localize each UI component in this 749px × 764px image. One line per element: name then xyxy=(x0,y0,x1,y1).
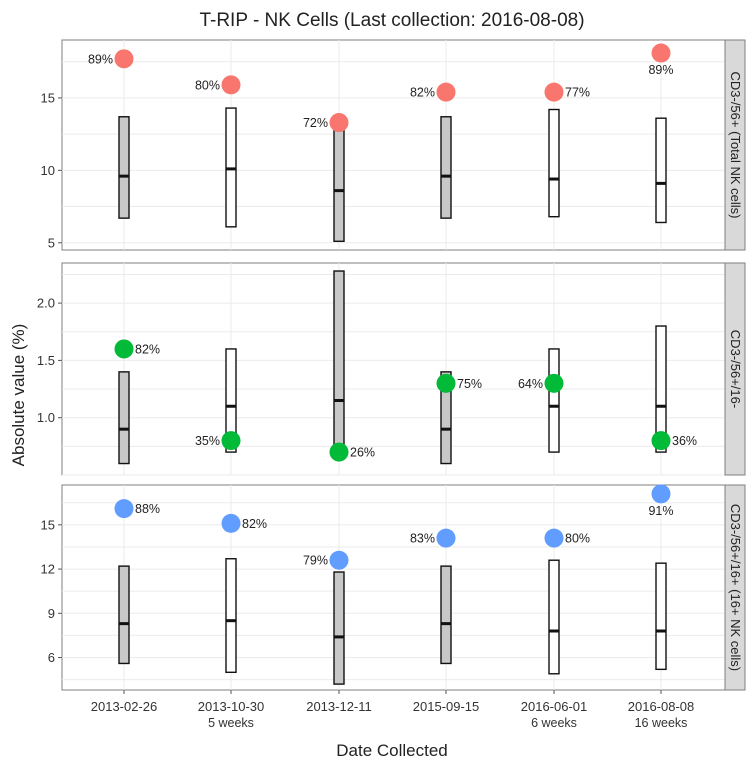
box xyxy=(440,116,452,219)
facet-strip xyxy=(724,484,746,691)
y-tick-label: 9 xyxy=(48,606,55,621)
y-axis-label: Absolute value (%) xyxy=(9,324,28,467)
percentile-label: 26% xyxy=(350,446,375,460)
box xyxy=(333,571,345,685)
x-tick-sublabel: 6 weeks xyxy=(531,716,577,730)
percentile-label: 83% xyxy=(410,532,435,546)
data-point xyxy=(651,43,671,63)
data-point xyxy=(436,82,456,102)
box xyxy=(548,348,560,453)
x-tick-label: 2016-08-08 xyxy=(628,699,695,714)
percentile-label: 79% xyxy=(303,554,328,568)
data-point xyxy=(221,513,241,533)
percentile-label: 35% xyxy=(195,434,220,448)
y-tick-label: 1.0 xyxy=(37,410,55,425)
y-tick-label: 1.5 xyxy=(37,353,55,368)
percentile-label: 77% xyxy=(565,86,590,100)
chart-title: T-RIP - NK Cells (Last collection: 2016-… xyxy=(199,10,584,31)
data-point xyxy=(436,528,456,548)
box xyxy=(655,117,667,224)
box xyxy=(548,108,560,218)
facet-strip-label: CD3-/56+/16+ (16+ NK cells) xyxy=(728,504,743,671)
y-tick-label: 10 xyxy=(41,163,55,178)
panel-3: 6 9 12 15 88% 82% 79% 83% 80% 91% CD3-/56+/16+ (16… xyxy=(41,484,746,691)
data-point xyxy=(436,373,456,393)
percentile-label: 80% xyxy=(195,78,220,92)
percentile-label: 88% xyxy=(135,502,160,516)
data-point xyxy=(114,339,134,359)
box xyxy=(225,348,237,453)
panel-background xyxy=(61,262,726,476)
panel-background xyxy=(61,39,726,251)
y-tick-label: 2.0 xyxy=(37,296,55,311)
y-tick-label: 12 xyxy=(41,562,55,577)
box xyxy=(225,558,237,674)
box xyxy=(333,121,345,243)
y-tick-label: 15 xyxy=(41,517,55,532)
panel-background xyxy=(61,484,726,691)
box xyxy=(333,270,345,453)
data-point xyxy=(221,75,241,95)
panel-2: 1.0 1.5 2.0 82% 35% 26% 75% 64% 36% CD3-/56+/16- xyxy=(37,262,746,476)
x-tick-label: 2015-09-15 xyxy=(413,699,480,714)
data-point xyxy=(329,550,349,570)
x-tick-label: 2016-06-01 xyxy=(521,699,588,714)
percentile-label: 89% xyxy=(648,63,673,77)
data-point xyxy=(651,431,671,451)
y-tick-label: 15 xyxy=(41,90,55,105)
box xyxy=(440,565,452,665)
facet-strip xyxy=(724,262,746,476)
box xyxy=(440,371,452,465)
percentile-label: 82% xyxy=(135,342,160,356)
panel-1: 5 10 15 89% 80% 72% 82% 77% 89% CD3-/56+ (Total N… xyxy=(41,39,746,251)
box xyxy=(118,116,130,219)
data-point xyxy=(329,113,349,133)
percentile-label: 36% xyxy=(672,434,697,448)
data-point xyxy=(544,528,564,548)
x-tick-label: 2013-10-30 xyxy=(198,699,265,714)
data-point xyxy=(329,442,349,462)
data-point xyxy=(651,484,671,504)
data-point xyxy=(544,373,564,393)
facet-strip-label: CD3-/56+ (Total NK cells) xyxy=(728,71,743,218)
percentile-label: 75% xyxy=(457,377,482,391)
x-tick-label: 2013-02-26 xyxy=(91,699,158,714)
y-tick-label: 6 xyxy=(48,650,55,665)
percentile-label: 89% xyxy=(88,52,113,66)
data-point xyxy=(544,82,564,102)
box xyxy=(118,565,130,665)
box xyxy=(548,559,560,675)
x-axis: 2013-02-26 2013-10-30 5 weeks 2013-12-11 201… xyxy=(91,690,695,730)
percentile-label: 72% xyxy=(303,116,328,130)
x-tick-sublabel: 16 weeks xyxy=(635,716,688,730)
data-point xyxy=(114,499,134,519)
box xyxy=(655,325,667,453)
percentile-label: 80% xyxy=(565,532,590,546)
percentile-label: 91% xyxy=(648,504,673,518)
facet-strip-label: CD3-/56+/16- xyxy=(728,330,743,408)
percentile-label: 82% xyxy=(242,517,267,531)
facet-panels: 5 10 15 89% 80% 72% 82% 77% 89% CD3-/56+ (Total N… xyxy=(37,39,746,691)
percentile-label: 82% xyxy=(410,86,435,100)
facet-strip xyxy=(724,39,746,251)
y-tick-label: 5 xyxy=(48,235,55,250)
box xyxy=(118,371,130,465)
box xyxy=(655,562,667,671)
data-point xyxy=(221,431,241,451)
x-tick-label: 2013-12-11 xyxy=(306,699,372,714)
percentile-label: 64% xyxy=(518,377,543,391)
x-tick-sublabel: 5 weeks xyxy=(208,716,254,730)
data-point xyxy=(114,49,134,69)
x-axis-label: Date Collected xyxy=(336,741,448,760)
